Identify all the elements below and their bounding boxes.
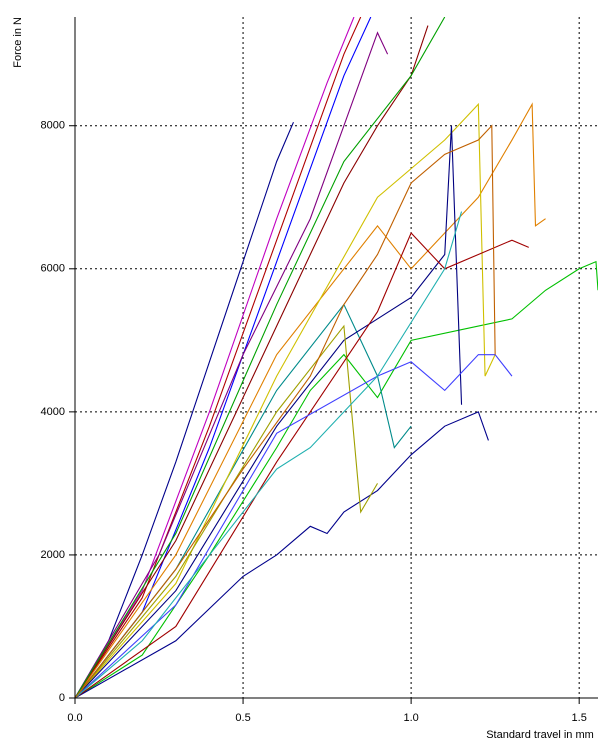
y-tick-label: 6000: [41, 263, 65, 275]
force-curve: [75, 211, 463, 698]
force-curve: [75, 232, 529, 698]
force-curve: [75, 124, 496, 698]
y-tick-label: 8000: [41, 120, 65, 132]
x-tick-label: 1.5: [572, 712, 587, 724]
x-tick-label: 1.0: [403, 712, 418, 724]
y-axis-title: Force in N: [12, 17, 24, 68]
force-curve: [75, 354, 513, 698]
force-curve: [75, 31, 389, 698]
force-curve: [75, 260, 598, 698]
x-axis-title: Standard travel in mm: [486, 729, 594, 741]
y-tick-label: 2000: [41, 549, 65, 561]
y-tick-label: 0: [59, 692, 65, 704]
force-curve: [75, 17, 362, 698]
force-curve: [75, 411, 489, 698]
force-curve: [75, 324, 378, 698]
force-curve: [75, 125, 463, 698]
x-tick-label: 0.5: [235, 712, 250, 724]
x-tick-label: 0.0: [67, 712, 82, 724]
force-curve: [75, 121, 294, 698]
force-curve: [75, 17, 446, 698]
force-curve: [75, 17, 355, 698]
force-curve: [75, 102, 546, 698]
y-tick-label: 4000: [41, 406, 65, 418]
